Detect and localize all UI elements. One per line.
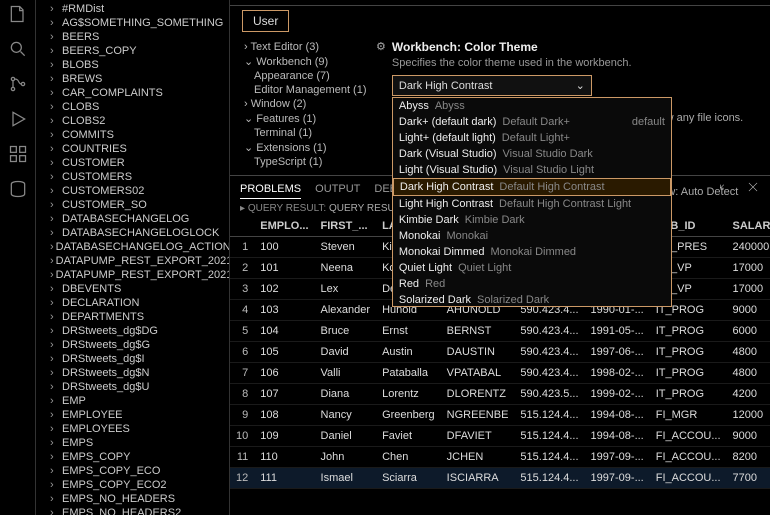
tree-item[interactable]: ›COMMITS <box>36 128 229 142</box>
tree-item[interactable]: ›CLOBS2 <box>36 114 229 128</box>
db-icon[interactable] <box>8 179 28 202</box>
settings-nav-item[interactable]: ⌄ Workbench (9) <box>238 54 368 69</box>
chevron-down-icon: ⌄ <box>576 79 585 92</box>
tree-item[interactable]: ›DEPARTMENTS <box>36 310 229 324</box>
theme-option[interactable]: Dark (Visual Studio)Visual Studio Dark <box>393 146 671 162</box>
theme-option[interactable]: MonokaiMonokai <box>393 228 671 244</box>
tree-item[interactable]: ›BREWS <box>36 72 229 86</box>
theme-option[interactable]: RedRed <box>393 276 671 292</box>
tree-item[interactable]: ›DATABASECHANGELOG_ACTIONS <box>36 240 229 254</box>
tree-item[interactable]: ›DRStweets_dg$DG <box>36 324 229 338</box>
settings-scope-user[interactable]: User <box>242 10 289 32</box>
tree-item[interactable]: ›DATABASECHANGELOGLOCK <box>36 226 229 240</box>
table-row[interactable]: 8107DianaLorentzDLORENTZ590.423.5...1999… <box>230 384 770 405</box>
source-control-icon[interactable] <box>8 74 28 97</box>
activity-bar <box>0 0 36 515</box>
settings-nav-item[interactable]: › Text Editor (3) <box>238 40 368 54</box>
color-theme-dropdown[interactable]: AbyssAbyssDark+ (default dark)Default Da… <box>392 97 672 307</box>
tree-item[interactable]: ›#RMDist <box>36 2 229 16</box>
tree-item[interactable]: ›DATABASECHANGELOG <box>36 212 229 226</box>
settings-nav-item[interactable]: TypeScript (1) <box>238 155 368 169</box>
table-row[interactable]: 5104BruceErnstBERNST590.423.4...1991-05-… <box>230 321 770 342</box>
column-header[interactable] <box>230 216 254 237</box>
settings-content: ⚙ Workbench: Color Theme Specifies the c… <box>376 40 762 169</box>
column-header[interactable]: EMPLO... <box>254 216 314 237</box>
tree-item[interactable]: ›CLOBS <box>36 100 229 114</box>
tree-item[interactable]: ›BEERS_COPY <box>36 44 229 58</box>
table-row[interactable]: 10109DanielFavietDFAVIET515.124.4...1994… <box>230 426 770 447</box>
settings-nav-item[interactable]: Editor Management (1) <box>238 83 368 97</box>
color-theme-value: Dark High Contrast <box>399 80 493 92</box>
panel-tab[interactable]: PROBLEMS <box>240 183 301 199</box>
settings-nav-item[interactable]: ⌄ Extensions (1) <box>238 140 368 155</box>
table-row[interactable]: 7106ValliPataballaVPATABAL590.423.4...19… <box>230 363 770 384</box>
tree-item[interactable]: ›CUSTOMERS02 <box>36 184 229 198</box>
tree-item[interactable]: ›DECLARATION <box>36 296 229 310</box>
settings-nav-item[interactable]: › Window (2) <box>238 97 368 111</box>
tree-item[interactable]: ›EMP <box>36 394 229 408</box>
tree-item[interactable]: ›EMPS_COPY_ECO <box>36 464 229 478</box>
tree-item[interactable]: ›CAR_COMPLAINTS <box>36 86 229 100</box>
files-icon[interactable] <box>8 4 28 27</box>
setting-desc: Specifies the color theme used in the wo… <box>392 57 632 69</box>
tree-item[interactable]: ›DATAPUMP_REST_EXPORT_20211006350... <box>36 254 229 268</box>
tree-item[interactable]: ›COUNTRIES <box>36 142 229 156</box>
tree-item[interactable]: ›CUSTOMER_SO <box>36 198 229 212</box>
settings-nav-item[interactable]: ⌄ Features (1) <box>238 111 368 126</box>
tree-item[interactable]: ›DRStweets_dg$U <box>36 380 229 394</box>
search-icon[interactable] <box>8 39 28 62</box>
theme-option[interactable]: Kimbie DarkKimbie Dark <box>393 212 671 228</box>
column-header[interactable]: SALARY <box>727 216 770 237</box>
gear-icon[interactable]: ⚙ <box>376 40 386 53</box>
settings-nav: › Text Editor (3)⌄ Workbench (9)Appearan… <box>238 40 368 169</box>
tree-item[interactable]: ›EMPS_COPY <box>36 450 229 464</box>
settings-body: › Text Editor (3)⌄ Workbench (9)Appearan… <box>230 40 770 175</box>
table-row[interactable]: 12111IsmaelSciarraISCIARRA515.124.4...19… <box>230 468 770 489</box>
theme-option[interactable]: Solarized DarkSolarized Dark <box>393 292 671 307</box>
theme-option[interactable]: Quiet LightQuiet Light <box>393 260 671 276</box>
tree-item[interactable]: ›CUSTOMERS <box>36 170 229 184</box>
tree-item[interactable]: ›AG$SOMETHING_SOMETHING <box>36 16 229 30</box>
panel-tab[interactable]: OUTPUT <box>315 183 360 195</box>
table-row[interactable]: 11110JohnChenJCHEN515.124.4...1997-09-..… <box>230 447 770 468</box>
tree-item[interactable]: ›BLOBS <box>36 58 229 72</box>
tree-item[interactable]: ›CUSTOMER <box>36 156 229 170</box>
table-row[interactable]: 6105DavidAustinDAUSTIN590.423.4...1997-0… <box>230 342 770 363</box>
settings-nav-item[interactable]: Terminal (1) <box>238 126 368 140</box>
settings-nav-item[interactable]: Appearance (7) <box>238 69 368 83</box>
theme-option[interactable]: Dark+ (default dark)Default Dark+default <box>393 114 671 130</box>
tree-item[interactable]: ›DATAPUMP_REST_EXPORT_20211015617... <box>36 268 229 282</box>
tree-item[interactable]: ›EMPS <box>36 436 229 450</box>
tree-item[interactable]: ›DRStweets_dg$G <box>36 338 229 352</box>
theme-option[interactable]: AbyssAbyss <box>393 98 671 114</box>
extensions-icon[interactable] <box>8 144 28 167</box>
color-theme-select[interactable]: Dark High Contrast ⌄ <box>392 75 592 96</box>
tree-item[interactable]: ›DRStweets_dg$N <box>36 366 229 380</box>
tree-item[interactable]: ›EMPLOYEES <box>36 422 229 436</box>
theme-option[interactable]: Monokai DimmedMonokai Dimmed <box>393 244 671 260</box>
tree-item[interactable]: ›BEERS <box>36 30 229 44</box>
tree-item[interactable]: ›EMPS_COPY_ECO2 <box>36 478 229 492</box>
editor-main: User › Text Editor (3)⌄ Workbench (9)App… <box>230 0 770 515</box>
theme-option[interactable]: Light (Visual Studio)Visual Studio Light <box>393 162 671 178</box>
tree-item[interactable]: ›DBEVENTS <box>36 282 229 296</box>
tree-item[interactable]: ›EMPLOYEE <box>36 408 229 422</box>
tree-item[interactable]: ›EMPS_NO_HEADERS <box>36 492 229 506</box>
debug-icon[interactable] <box>8 109 28 132</box>
tree-item[interactable]: ›EMPS_NO_HEADERS2 <box>36 506 229 515</box>
table-row[interactable]: 9108NancyGreenbergNGREENBE515.124.4...19… <box>230 405 770 426</box>
setting-title: Workbench: Color Theme <box>392 40 632 54</box>
tree-item[interactable]: ›DRStweets_dg$I <box>36 352 229 366</box>
theme-option[interactable]: Dark High ContrastDefault High Contrast <box>393 178 671 196</box>
theme-option[interactable]: Light+ (default light)Default Light+ <box>393 130 671 146</box>
column-header[interactable]: FIRST_... <box>315 216 377 237</box>
explorer-sidebar: ›#RMDist›AG$SOMETHING_SOMETHING›BEERS›BE… <box>36 0 230 515</box>
theme-option[interactable]: Light High ContrastDefault High Contrast… <box>393 196 671 212</box>
